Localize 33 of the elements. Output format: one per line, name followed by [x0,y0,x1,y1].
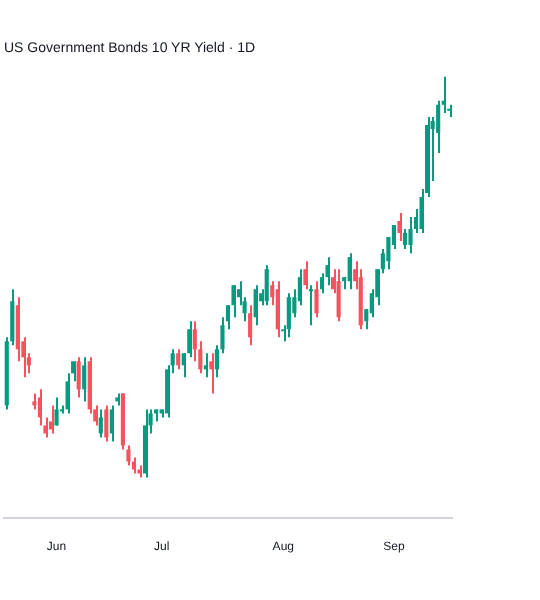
candlestick [336,268,341,323]
candlestick [76,356,81,399]
candlestick [402,228,408,251]
candlestick [109,404,114,443]
candlestick [397,212,402,243]
candlestick [408,216,413,255]
candlestick [187,320,192,359]
candlestick [65,372,70,415]
candlestick [104,404,109,443]
candlestick [48,404,54,435]
candlestick [203,352,208,379]
candlestick [126,444,131,467]
candlestick [37,388,43,427]
candlestick [231,284,236,319]
candlestick [275,280,280,339]
candlestick [181,352,186,379]
candlestick [347,252,352,291]
candlestick [286,292,291,339]
candlestick [314,280,319,319]
candlestick [176,348,181,371]
candlestick [209,352,214,395]
candlestick [303,260,308,291]
candlestick [308,284,314,327]
candlestick [54,396,59,427]
candlestick [248,304,253,347]
candlestick [82,356,87,403]
candlestick [15,296,20,363]
candlestick [325,256,330,287]
candlestick [71,360,76,383]
candlestick [43,416,48,439]
candlestick [253,284,258,327]
candlestick [319,272,325,295]
candlestick [98,408,103,439]
